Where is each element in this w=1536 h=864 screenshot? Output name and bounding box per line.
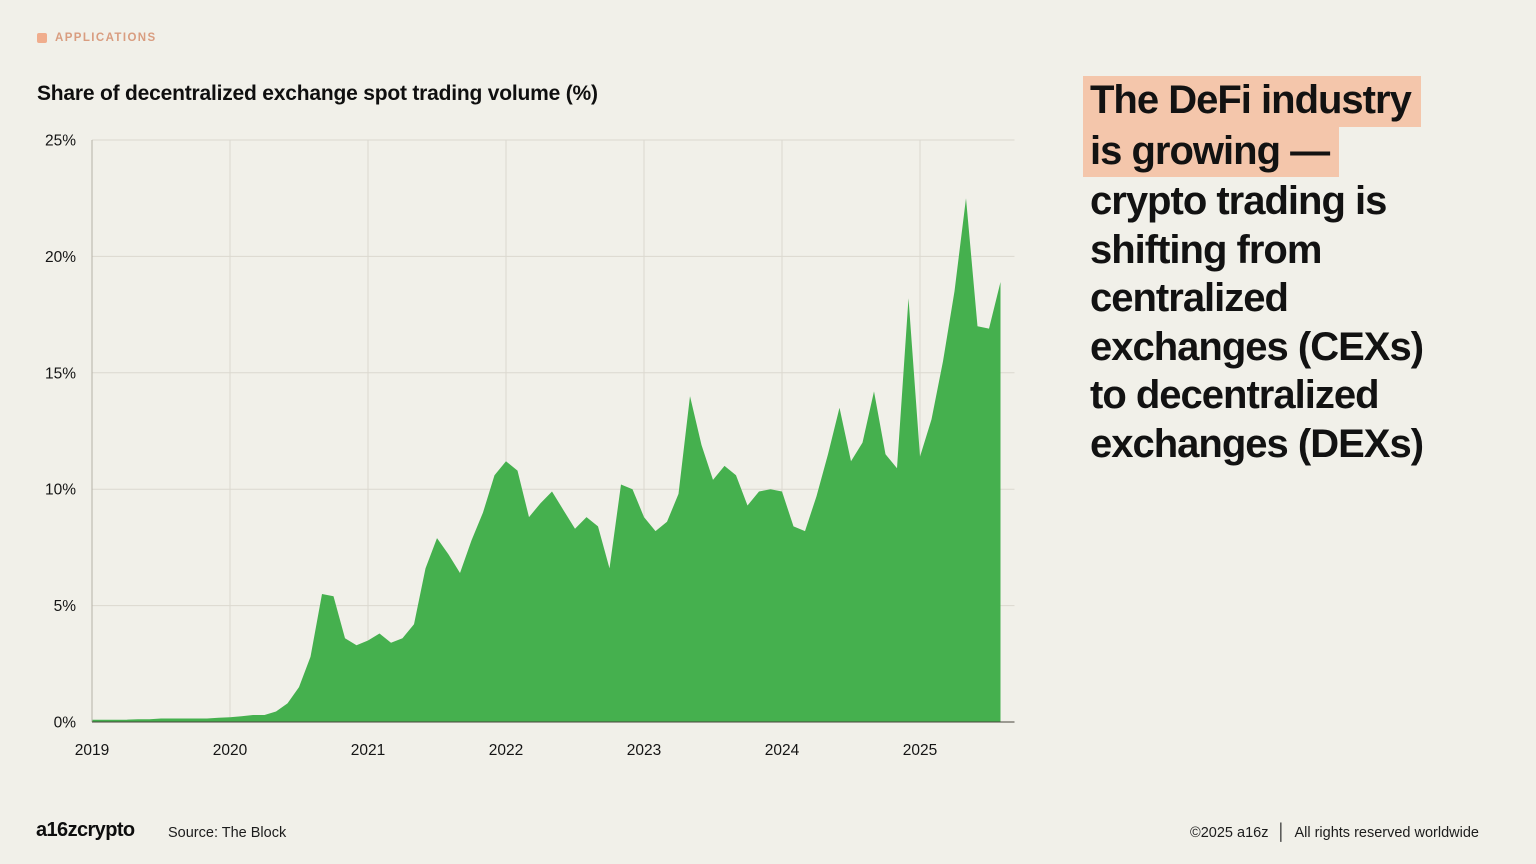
chart-title: Share of decentralized exchange spot tra… bbox=[37, 82, 598, 105]
svg-text:20%: 20% bbox=[45, 249, 76, 266]
headline-line: shifting from bbox=[1090, 227, 1322, 272]
copyright-line: ©2025 a16z │ All rights reserved worldwi… bbox=[1190, 824, 1479, 842]
headline-line: crypto trading is bbox=[1090, 179, 1387, 223]
headline-line-highlighted: The DeFi industry bbox=[1083, 76, 1421, 127]
svg-text:2021: 2021 bbox=[351, 742, 385, 759]
svg-text:2024: 2024 bbox=[765, 742, 800, 759]
divider: │ bbox=[1276, 824, 1287, 841]
dex-share-area-chart: 0% 5% 10% 15% 20% 25% 2019 2020 2021 2022 2023 2024… bbox=[45, 133, 1015, 759]
svg-text:15%: 15% bbox=[45, 365, 76, 382]
headline-line: exchanges (CEXs) bbox=[1090, 324, 1424, 369]
svg-text:2025: 2025 bbox=[903, 742, 937, 759]
headline-line: to decentralized bbox=[1090, 373, 1380, 417]
headline-line-highlighted: is growing — bbox=[1083, 126, 1340, 177]
eyebrow: APPLICATIONS bbox=[37, 32, 157, 44]
a16zcrypto-logo: a16zcrypto bbox=[36, 819, 135, 841]
headline-line: exchanges (DEXs) bbox=[1090, 421, 1424, 466]
copyright-text: ©2025 a16z bbox=[1190, 825, 1269, 841]
rights-text: All rights reserved worldwide bbox=[1294, 825, 1479, 841]
svg-text:5%: 5% bbox=[54, 598, 77, 615]
eyebrow-label: APPLICATIONS bbox=[55, 32, 157, 44]
source-label: Source: The Block bbox=[168, 825, 287, 841]
headline: The DeFi industry is growing — crypto tr… bbox=[1083, 76, 1500, 468]
svg-text:2023: 2023 bbox=[627, 742, 661, 759]
svg-text:2022: 2022 bbox=[489, 742, 523, 759]
svg-text:25%: 25% bbox=[45, 133, 76, 150]
svg-text:0%: 0% bbox=[54, 715, 77, 732]
headline-line: centralized bbox=[1090, 276, 1289, 320]
svg-text:10%: 10% bbox=[45, 482, 76, 499]
svg-text:2019: 2019 bbox=[75, 742, 109, 759]
eyebrow-square-icon bbox=[37, 33, 47, 43]
svg-text:2020: 2020 bbox=[213, 742, 248, 759]
